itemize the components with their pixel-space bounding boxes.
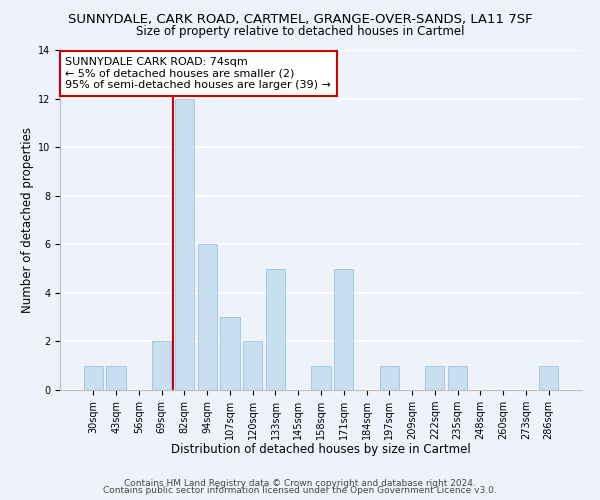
Bar bbox=[84, 366, 103, 390]
Bar bbox=[197, 244, 217, 390]
Bar bbox=[152, 342, 172, 390]
Bar bbox=[448, 366, 467, 390]
Bar bbox=[175, 98, 194, 390]
Text: SUNNYDALE, CARK ROAD, CARTMEL, GRANGE-OVER-SANDS, LA11 7SF: SUNNYDALE, CARK ROAD, CARTMEL, GRANGE-OV… bbox=[68, 12, 532, 26]
Bar bbox=[334, 268, 353, 390]
Text: Size of property relative to detached houses in Cartmel: Size of property relative to detached ho… bbox=[136, 25, 464, 38]
Y-axis label: Number of detached properties: Number of detached properties bbox=[21, 127, 34, 313]
Bar bbox=[106, 366, 126, 390]
Bar bbox=[243, 342, 262, 390]
X-axis label: Distribution of detached houses by size in Cartmel: Distribution of detached houses by size … bbox=[171, 444, 471, 456]
Text: Contains HM Land Registry data © Crown copyright and database right 2024.: Contains HM Land Registry data © Crown c… bbox=[124, 478, 476, 488]
Bar bbox=[220, 317, 239, 390]
Text: SUNNYDALE CARK ROAD: 74sqm
← 5% of detached houses are smaller (2)
95% of semi-d: SUNNYDALE CARK ROAD: 74sqm ← 5% of detac… bbox=[65, 57, 331, 90]
Bar bbox=[380, 366, 399, 390]
Bar bbox=[539, 366, 558, 390]
Bar bbox=[425, 366, 445, 390]
Text: Contains public sector information licensed under the Open Government Licence v3: Contains public sector information licen… bbox=[103, 486, 497, 495]
Bar bbox=[311, 366, 331, 390]
Bar bbox=[266, 268, 285, 390]
